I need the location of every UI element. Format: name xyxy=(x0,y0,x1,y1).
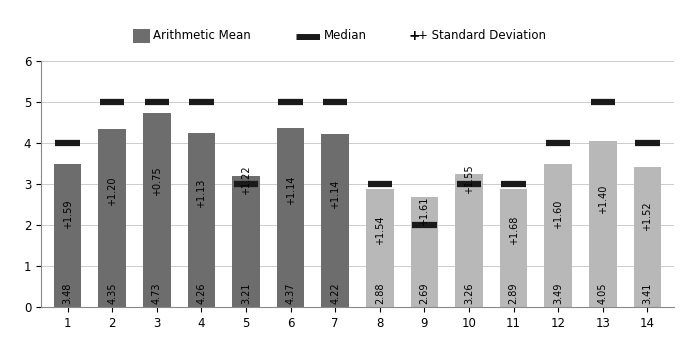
Text: 4.26: 4.26 xyxy=(196,283,206,305)
Text: +1.54: +1.54 xyxy=(375,216,385,245)
Bar xyxy=(366,189,394,307)
Bar xyxy=(411,197,439,307)
Text: 3.21: 3.21 xyxy=(241,283,251,305)
Text: +1.14: +1.14 xyxy=(330,180,340,209)
Bar xyxy=(633,167,661,307)
Bar xyxy=(54,164,82,307)
Bar xyxy=(500,189,528,307)
Text: 3.26: 3.26 xyxy=(464,283,474,305)
Bar xyxy=(455,174,483,307)
Text: +1.20: +1.20 xyxy=(107,176,117,206)
Text: 3.41: 3.41 xyxy=(642,283,652,305)
Text: +1.61: +1.61 xyxy=(419,196,430,226)
Text: 4.22: 4.22 xyxy=(330,283,340,305)
Text: 3.49: 3.49 xyxy=(553,283,563,305)
Text: 3.48: 3.48 xyxy=(63,283,73,305)
Text: Median: Median xyxy=(323,29,366,42)
Text: +1.55: +1.55 xyxy=(464,164,474,194)
Text: 4.35: 4.35 xyxy=(107,283,117,305)
Bar xyxy=(98,129,126,307)
Text: +: + xyxy=(409,29,420,43)
Text: +1.68: +1.68 xyxy=(509,216,519,245)
Bar xyxy=(321,134,349,307)
Text: 4.37: 4.37 xyxy=(285,283,296,305)
Text: +1.52: +1.52 xyxy=(642,202,652,231)
Text: +0.75: +0.75 xyxy=(152,166,162,196)
Bar xyxy=(232,176,260,307)
Bar xyxy=(544,164,572,307)
Text: + Standard Deviation: + Standard Deviation xyxy=(418,29,546,42)
Bar xyxy=(143,113,171,307)
Text: +1.60: +1.60 xyxy=(553,199,563,229)
Text: 4.05: 4.05 xyxy=(598,283,608,305)
Text: Arithmetic Mean: Arithmetic Mean xyxy=(153,29,251,42)
Bar xyxy=(187,133,215,307)
Text: 2.89: 2.89 xyxy=(509,283,519,305)
Text: +1.14: +1.14 xyxy=(285,176,296,205)
Text: +1.13: +1.13 xyxy=(196,179,206,208)
Text: 4.73: 4.73 xyxy=(152,283,162,305)
Text: +1.59: +1.59 xyxy=(63,199,73,229)
Text: 2.88: 2.88 xyxy=(375,283,385,305)
Bar xyxy=(276,128,304,307)
Text: 2.69: 2.69 xyxy=(419,283,430,305)
Text: +1.40: +1.40 xyxy=(598,184,608,214)
Text: +1.22: +1.22 xyxy=(241,165,251,195)
Bar xyxy=(589,141,617,307)
